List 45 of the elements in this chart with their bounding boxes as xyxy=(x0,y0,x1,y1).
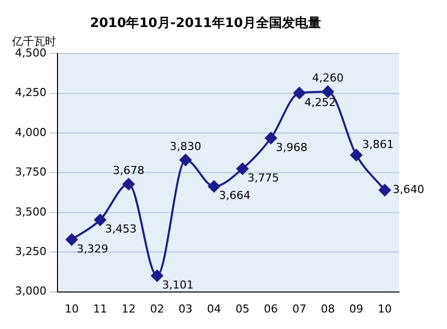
data-label: 3,453 xyxy=(105,222,137,236)
point xyxy=(180,154,192,166)
data-label: 3,664 xyxy=(219,189,251,202)
y-tick-label: 3,500 xyxy=(14,205,46,218)
data-label: 4,260 xyxy=(312,72,344,85)
x-tick-label: 10 xyxy=(64,302,79,316)
data-label: 3,968 xyxy=(276,140,308,154)
y-axis-title: 亿千瓦时 xyxy=(11,34,56,48)
y-tick-label: 3,000 xyxy=(14,284,46,298)
point xyxy=(236,162,248,175)
data-label: 3,678 xyxy=(112,164,144,177)
x-tick-label: 10 xyxy=(378,302,392,316)
data-label: 3,101 xyxy=(162,278,194,292)
y-tick-label: 3,250 xyxy=(14,244,46,258)
x-tick-label: 11 xyxy=(93,302,108,316)
x-tick-label: 03 xyxy=(178,302,193,316)
x-tick-label: 09 xyxy=(349,302,364,316)
point xyxy=(66,234,78,246)
data-label: 3,329 xyxy=(76,242,108,256)
y-tick-label: 3,750 xyxy=(14,166,46,179)
x-tick-label: 02 xyxy=(150,302,164,316)
x-tick-label: 12 xyxy=(122,302,136,316)
data-label: 3,775 xyxy=(247,172,279,185)
data-label: 4,252 xyxy=(304,96,336,109)
x-tick-label: 06 xyxy=(264,302,278,316)
data-label: 3,640 xyxy=(392,183,424,196)
chart-title: 2010年10月-2011年10月全国发电量 xyxy=(90,16,321,32)
y-tick-label: 4,250 xyxy=(14,86,46,100)
y-tick-label: 4,000 xyxy=(14,126,46,139)
point xyxy=(322,86,334,98)
point xyxy=(378,184,391,196)
point xyxy=(122,178,135,190)
x-tick-label: 07 xyxy=(292,302,306,316)
point xyxy=(208,180,220,192)
point xyxy=(151,270,164,282)
point xyxy=(264,132,277,144)
x-tick-label: 05 xyxy=(235,302,250,316)
x-tick-label: 04 xyxy=(207,302,222,316)
x-tick-label: 08 xyxy=(320,302,335,316)
point xyxy=(350,149,362,162)
data-label: 3,861 xyxy=(362,138,394,151)
point xyxy=(293,86,306,99)
y-tick-label: 4,500 xyxy=(14,46,46,60)
point xyxy=(94,214,106,226)
data-label: 3,830 xyxy=(170,140,202,153)
